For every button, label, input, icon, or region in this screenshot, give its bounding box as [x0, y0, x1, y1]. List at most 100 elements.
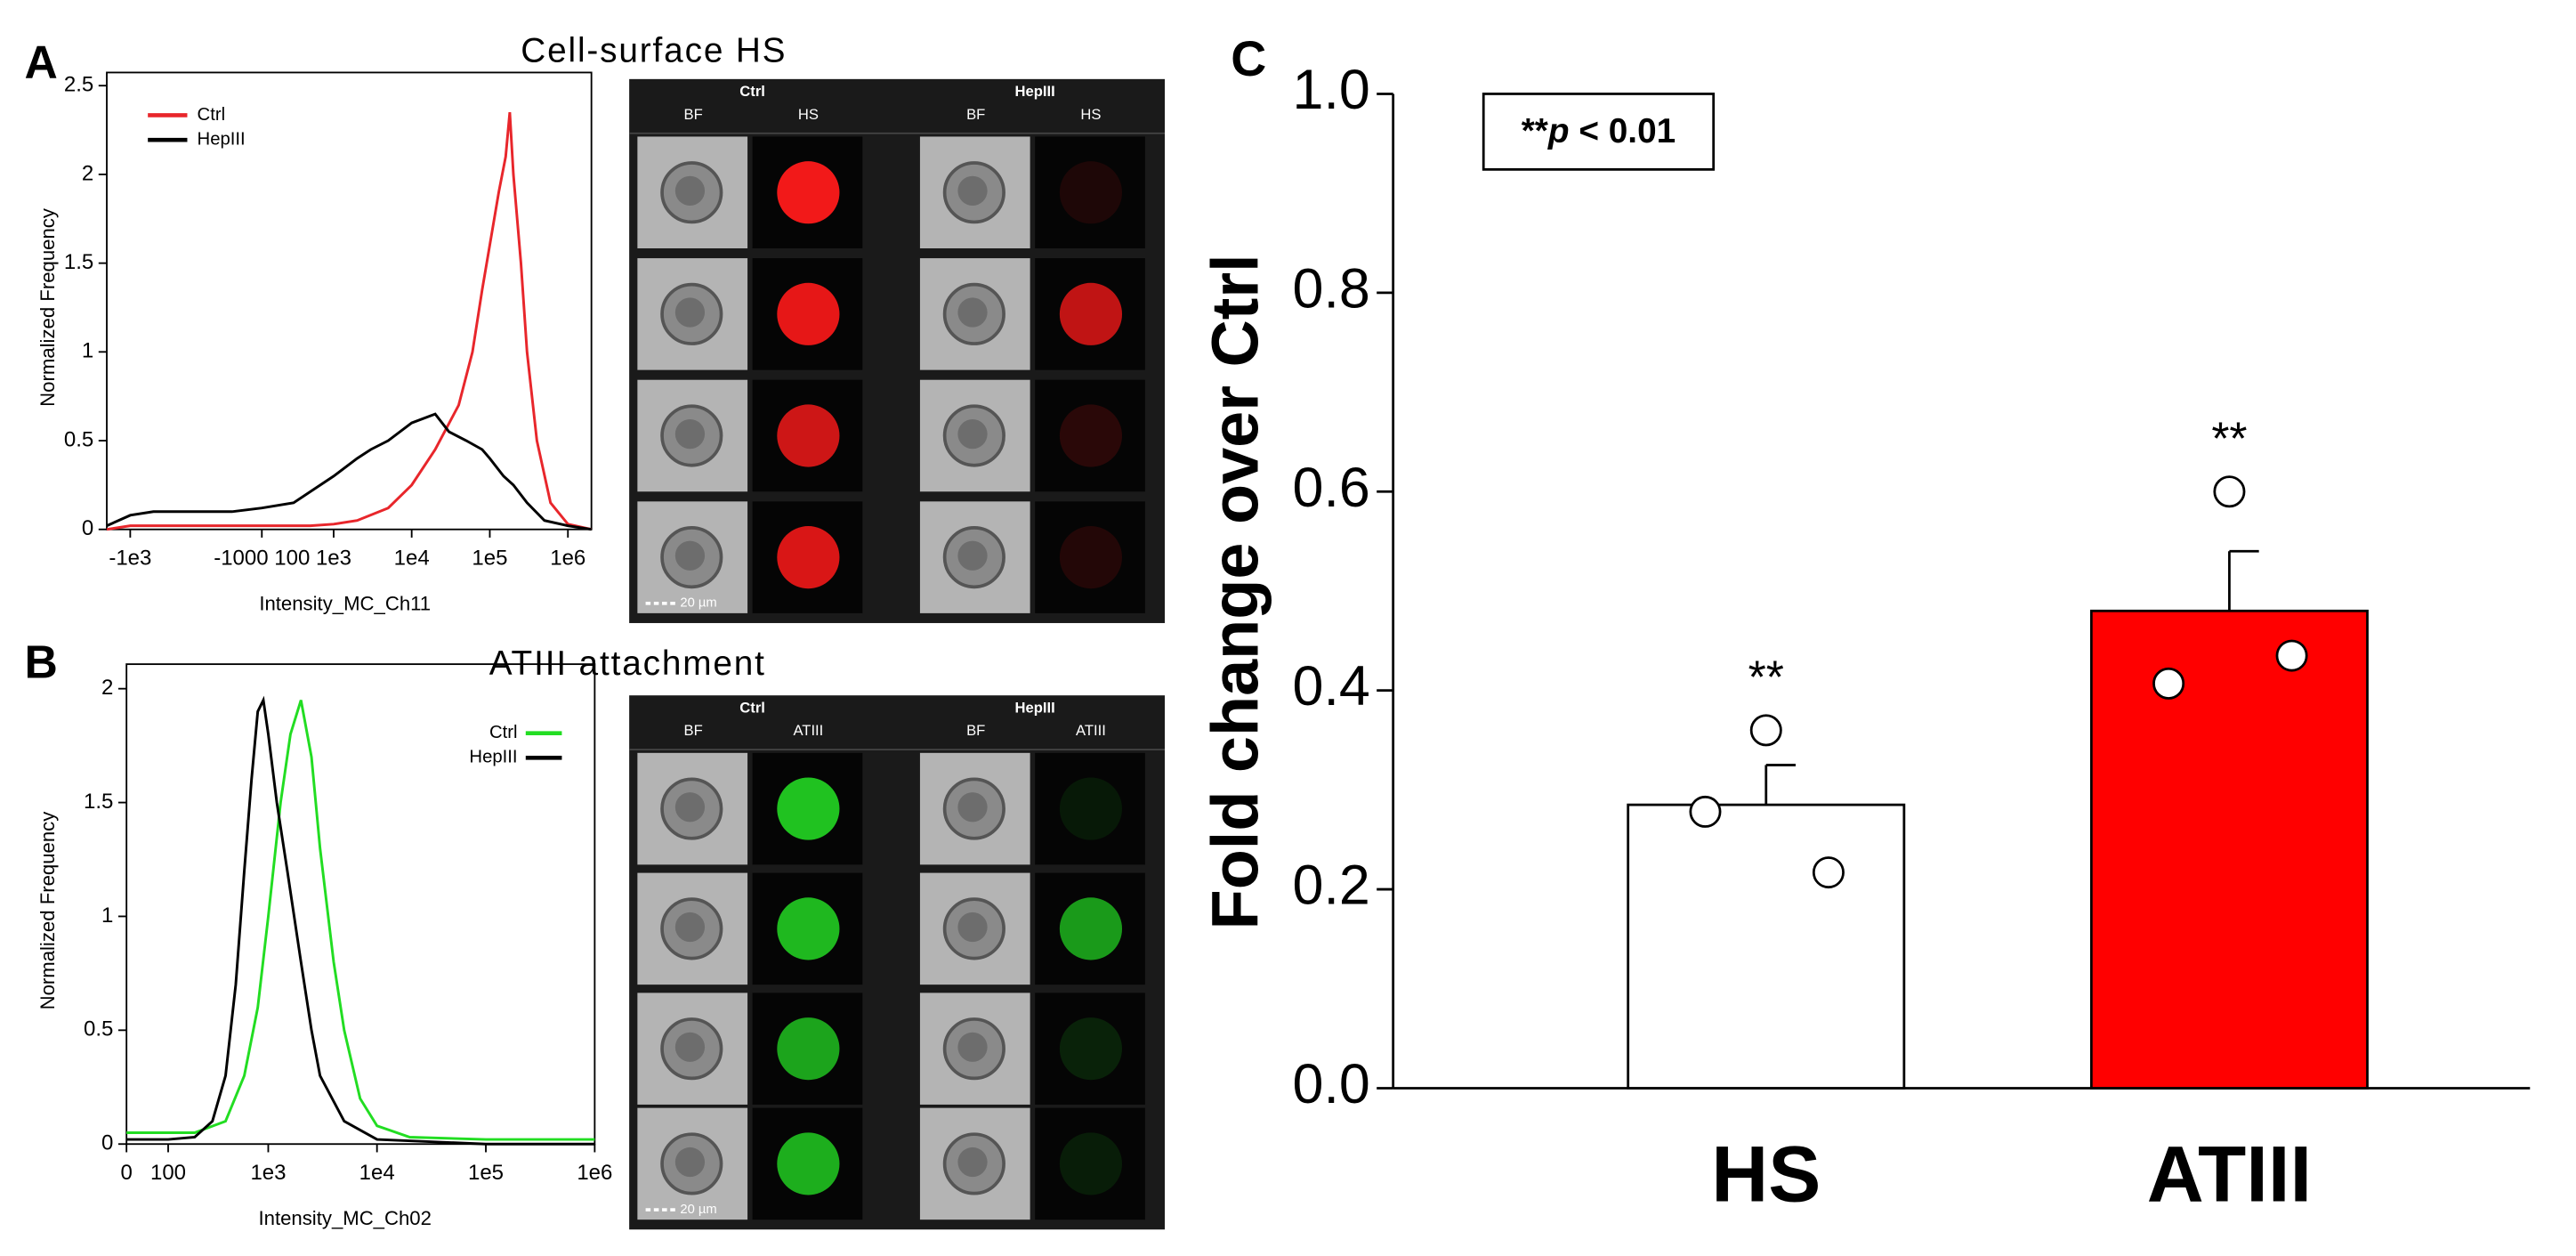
fluorescent-cell	[1059, 777, 1123, 840]
note-part: p	[1547, 112, 1570, 150]
y-tick-label: 0	[101, 1131, 113, 1155]
channel-label: BF	[966, 722, 985, 739]
y-tick-label: 1.5	[64, 250, 93, 274]
legend-label: HepIII	[469, 748, 517, 767]
bar	[2089, 609, 2369, 1090]
channel-label: HS	[1080, 106, 1101, 123]
fluorescent-cell	[1059, 282, 1123, 345]
fluorescent-cell	[777, 161, 840, 224]
group-label: HepIII	[1015, 699, 1055, 716]
cell-core	[674, 1032, 706, 1062]
y-tick-label: 1.0	[1293, 59, 1370, 121]
cell-core	[674, 297, 706, 328]
y-tick-label: 0	[82, 516, 93, 540]
note-part: **	[1522, 112, 1549, 150]
channel-label: BF	[684, 722, 703, 739]
cell-core	[957, 1147, 988, 1178]
fluorescence-image	[1035, 379, 1145, 492]
x-tick-label: 1e6	[550, 546, 585, 570]
x-tick-label: ATIII	[2147, 1130, 2312, 1218]
fluorescence-image	[1035, 993, 1145, 1105]
significance-label: **	[2211, 413, 2247, 465]
note: **p < 0.01	[1522, 112, 1676, 150]
note-part: < 0.01	[1570, 112, 1676, 150]
plot-frame	[106, 71, 593, 531]
y-tick-label: 1.5	[84, 790, 113, 814]
fluorescent-cell	[1059, 897, 1123, 960]
channel-label: BF	[684, 106, 703, 123]
x-tick-label: -1000 100	[214, 546, 310, 570]
y-tick-label: 0.5	[84, 1017, 113, 1041]
channel-label: HS	[798, 106, 819, 123]
y-tick-label: 0.4	[1293, 655, 1370, 717]
fluorescent-cell	[777, 526, 840, 589]
group-label: HepIII	[1015, 83, 1055, 100]
fluorescent-cell	[777, 777, 840, 840]
legend-label: Ctrl	[198, 105, 226, 125]
x-tick-label: 1e4	[394, 546, 430, 570]
data-point	[2275, 639, 2308, 672]
fluorescence-image	[1035, 752, 1145, 865]
data-point	[1689, 795, 1722, 828]
x-tick-label: HS	[1711, 1130, 1821, 1218]
y-axis-label: Normalized Frequency	[36, 207, 59, 407]
data-point	[2213, 475, 2246, 508]
scale-bar-label: 20 µm	[680, 596, 716, 611]
fluorescent-cell	[1059, 1017, 1123, 1081]
data-point	[1749, 714, 1782, 747]
note-box	[1482, 93, 1716, 171]
cell-core	[674, 792, 706, 822]
fluorescence-image	[1035, 501, 1145, 613]
panel-letter: C	[1231, 31, 1266, 86]
legend-label: Ctrl	[489, 723, 518, 742]
histogram-line	[106, 111, 592, 531]
group-label: Ctrl	[739, 699, 765, 716]
legend-label: HepIII	[198, 130, 246, 150]
x-tick-label: 1e3	[316, 546, 351, 570]
cell-core	[957, 912, 988, 943]
y-tick-label: 2	[101, 676, 113, 700]
x-tick-label: 1e5	[468, 1161, 504, 1185]
scale-bar-label: 20 µm	[680, 1203, 716, 1217]
x-axis-label: Intensity_MC_Ch02	[258, 1207, 431, 1229]
fluorescent-cell	[1059, 161, 1123, 224]
chart-title: Cell-surface HS	[521, 32, 787, 70]
y-tick-label: 2	[82, 161, 93, 185]
histogram-line	[106, 412, 592, 531]
panel-letter: B	[24, 636, 57, 688]
fluorescent-cell	[777, 404, 840, 467]
cell-core	[674, 1147, 706, 1178]
cell-core	[957, 540, 988, 571]
cell-core	[674, 419, 706, 450]
y-tick-label: 1	[101, 904, 113, 928]
channel-label: BF	[966, 106, 985, 123]
y-axis-label: Normalized Frequency	[36, 811, 59, 1010]
fluorescence-image	[1035, 136, 1145, 249]
fluorescent-cell	[1059, 1132, 1123, 1195]
x-axis-label: Intensity_MC_Ch11	[259, 592, 431, 614]
fluorescent-cell	[777, 282, 840, 345]
fluorescent-cell	[777, 1132, 840, 1195]
y-tick-label: 0.8	[1293, 257, 1370, 320]
fluorescent-cell	[777, 897, 840, 960]
cell-core	[957, 419, 988, 450]
x-tick-label: 1e4	[359, 1161, 395, 1185]
data-point	[1812, 856, 1845, 889]
group-label: Ctrl	[739, 83, 765, 100]
x-tick-label: 1e3	[250, 1161, 286, 1185]
fluorescence-image	[1035, 1107, 1145, 1220]
histogram-line	[126, 700, 595, 1141]
plot-frame	[125, 663, 596, 1146]
cell-core	[957, 792, 988, 822]
bar	[1627, 803, 1906, 1090]
y-tick-label: 0.6	[1293, 457, 1370, 519]
x-tick-label: 100	[150, 1161, 186, 1185]
channel-label: ATIII	[1076, 722, 1106, 739]
y-tick-label: 0.0	[1293, 1053, 1370, 1115]
x-tick-label: 1e6	[577, 1161, 612, 1185]
channel-label: ATIII	[793, 722, 823, 739]
y-axis-label: Fold change over Ctrl	[1198, 254, 1272, 929]
cell-core	[957, 297, 988, 328]
fluorescent-cell	[777, 1017, 840, 1081]
cell-core	[957, 175, 988, 207]
